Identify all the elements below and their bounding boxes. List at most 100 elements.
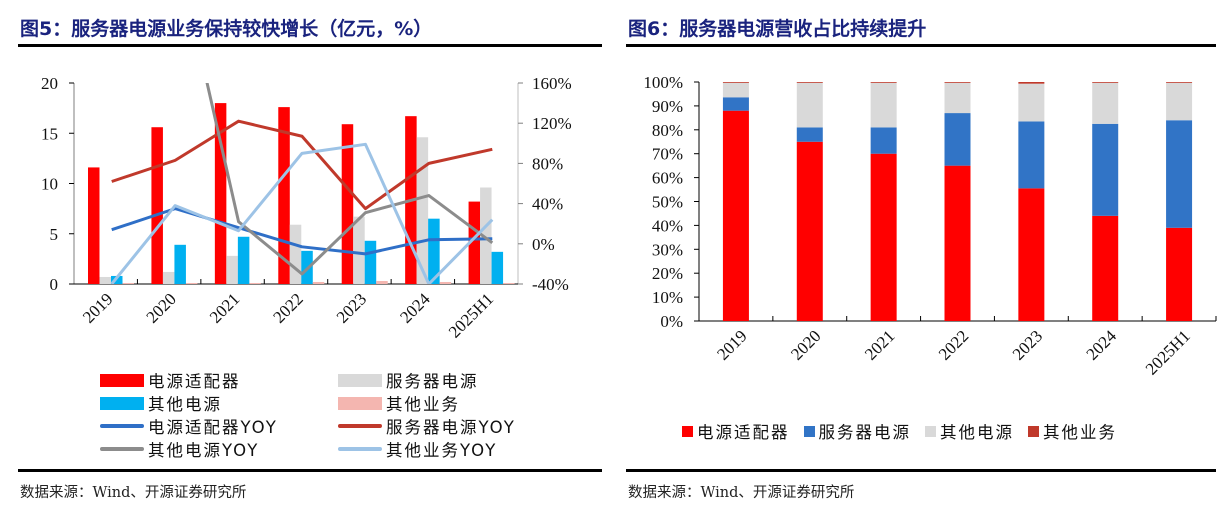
bar-服务器电源-2019: [99, 276, 111, 284]
x-tick-label: 2021: [206, 289, 243, 326]
bar-服务器电源-2020: [162, 271, 175, 284]
left-tick-label: 20: [41, 74, 58, 93]
bar-segment-服务器电源-2021: [870, 127, 897, 154]
y-tick-label: 30%: [652, 240, 683, 259]
right-tick-label: 40%: [532, 195, 563, 214]
legend-swatch: [925, 425, 936, 437]
bar-segment-电源适配器-2020: [796, 141, 823, 321]
legend-swatch: [682, 425, 693, 437]
legend-bar-swatch: [100, 396, 144, 410]
y-tick-label: 50%: [652, 193, 683, 212]
bar-segment-电源适配器-2025H1: [1166, 227, 1193, 321]
legend-label: 其他业务YOY: [386, 441, 498, 460]
bar-电源适配器-2025H1: [468, 201, 481, 284]
x-tick-label: 2022: [935, 326, 972, 363]
figure-6-legend: 电源适配器 服务器电源 其他电源 其他业务: [682, 419, 1131, 443]
bar-服务器电源-2024: [416, 137, 429, 284]
figure-6-title-rule: [626, 44, 1216, 47]
y-tick-label: 70%: [652, 145, 683, 164]
legend-item: 服务器电源: [803, 419, 912, 443]
y-tick-label: 10%: [652, 288, 683, 307]
figure-5-title: 图5：服务器电源业务保持较快增长（亿元，%）: [20, 18, 433, 40]
bar-服务器电源-2021: [226, 255, 238, 284]
bar-其他电源-2023: [364, 240, 377, 284]
bar-其他电源-2020: [174, 244, 186, 284]
bar-segment-其他业务-2022: [944, 82, 971, 83]
bar-segment-服务器电源-2024: [1092, 123, 1119, 216]
legend-item: 服务器电源YOY: [338, 414, 516, 438]
bar-电源适配器-2022: [278, 107, 290, 285]
legend-label: 电源适配器: [697, 423, 790, 442]
x-tick-label: 2023: [1009, 326, 1046, 363]
legend-item: 电源适配器: [100, 368, 241, 392]
bar-其他业务-2025H1: [503, 282, 515, 284]
bar-segment-其他电源-2019: [722, 82, 749, 98]
figure-5-source: 数据来源：Wind、开源证券研究所: [20, 485, 247, 501]
legend-label: 其他电源YOY: [148, 441, 260, 460]
line-其他业务YOY: [110, 142, 494, 284]
bar-segment-服务器电源-2025H1: [1166, 120, 1193, 228]
yoy-lines: [110, 83, 494, 284]
figure-6-source: 数据来源：Wind、开源证券研究所: [628, 485, 855, 501]
left-tick-label: 10: [41, 175, 58, 194]
x-tick-label: 2023: [333, 289, 370, 326]
right-tick-label: 120%: [532, 114, 572, 133]
legend-line-swatch: [338, 447, 382, 451]
legend-label: 服务器电源: [818, 423, 911, 442]
bar-segment-其他业务-2019: [722, 82, 749, 83]
right-tick-label: 160%: [532, 74, 572, 93]
x-tick-label: 2024: [1083, 326, 1121, 364]
x-tick-label: 2022: [269, 289, 306, 326]
legend-swatch: [803, 425, 815, 437]
figure-5-title-rule: [18, 44, 602, 47]
legend-line-swatch: [100, 447, 144, 451]
bar-segment-电源适配器-2022: [944, 165, 971, 321]
bar-segment-其他电源-2022: [944, 82, 971, 114]
legend-item: 其他业务YOY: [338, 437, 497, 461]
bar-电源适配器-2019: [88, 167, 100, 284]
x-tick-label: 2019: [713, 326, 750, 363]
bar-服务器电源-2025H1: [480, 187, 492, 284]
bar-segment-服务器电源-2023: [1018, 121, 1045, 189]
bar-电源适配器-2023: [341, 124, 354, 284]
legend-label: 电源适配器YOY: [148, 418, 278, 437]
legend-label: 服务器电源YOY: [386, 418, 516, 437]
y-tick-label: 90%: [652, 97, 683, 116]
line-其他电源YOY: [205, 83, 494, 276]
bar-其他电源-2021: [237, 236, 250, 284]
y-tick-label: 100%: [643, 73, 683, 92]
bar-电源适配器-2020: [151, 127, 163, 284]
bar-segment-其他电源-2024: [1092, 82, 1119, 124]
y-tick-label: 60%: [652, 169, 683, 188]
bar-其他业务-2024: [439, 281, 452, 284]
bar-segment-电源适配器-2024: [1092, 215, 1119, 321]
legend-item: 其他业务: [1028, 419, 1117, 443]
bar-segment-其他电源-2021: [870, 82, 897, 128]
x-tick-label: 2021: [861, 326, 898, 363]
legend-label: 其他电源: [148, 395, 222, 414]
legend-item: 其他电源: [100, 391, 222, 415]
legend-label: 服务器电源: [386, 372, 479, 391]
legend-item: 电源适配器: [682, 419, 790, 443]
figure-5-source-rule: [18, 469, 602, 472]
bar-segment-服务器电源-2022: [944, 113, 971, 166]
bar-其他业务-2022: [312, 281, 325, 284]
x-tick-label: 2020: [787, 326, 824, 363]
bar-电源适配器-2021: [214, 103, 227, 284]
legend-item: 其他电源: [925, 419, 1014, 443]
left-tick-label: 0: [50, 275, 59, 294]
figure-5-panel: 图5：服务器电源业务保持较快增长（亿元，%） 0 5 10 15 20 -40% 0% 40%…: [0, 0, 610, 509]
bar-segment-其他电源-2025H1: [1166, 82, 1193, 121]
legend-bar-swatch: [338, 373, 382, 387]
bar-其他业务-2020: [185, 282, 198, 284]
bar-segment-电源适配器-2019: [722, 110, 749, 322]
x-tick-label: 2019: [79, 289, 116, 326]
figure-6-source-rule: [626, 469, 1216, 472]
bar-segment-服务器电源-2019: [722, 97, 749, 111]
bar-segment-其他业务-2020: [796, 82, 823, 83]
left-tick-label: 5: [50, 225, 59, 244]
legend-item: 其他业务: [338, 391, 460, 415]
bar-segment-其他业务-2025H1: [1166, 82, 1193, 83]
line-电源适配器YOY: [111, 207, 493, 256]
figure-6-panel: 图6：服务器电源营收占比持续提升 数据来源：Wind、开源证券研究所: [620, 0, 1227, 509]
